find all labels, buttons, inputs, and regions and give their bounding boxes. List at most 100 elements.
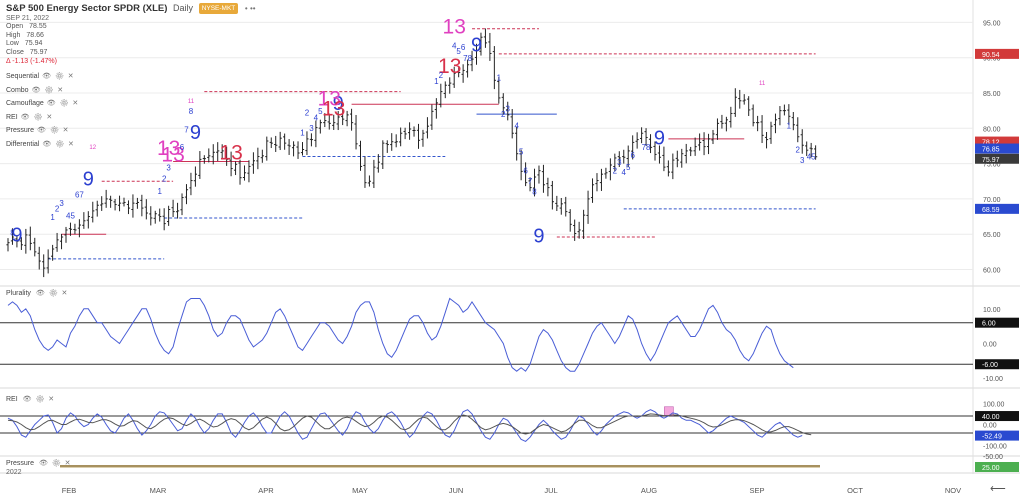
price-bar[interactable]: [73, 223, 77, 235]
price-bar[interactable]: [296, 141, 300, 159]
price-bar[interactable]: [778, 106, 782, 126]
price-bar[interactable]: [184, 184, 189, 205]
price-bar[interactable]: [747, 96, 751, 116]
price-bar[interactable]: [412, 126, 416, 137]
price-bar[interactable]: [662, 146, 666, 172]
price-bar[interactable]: [358, 140, 363, 171]
price-bar[interactable]: [492, 46, 496, 90]
price-bar[interactable]: [515, 126, 519, 161]
price-bar[interactable]: [104, 189, 108, 208]
indicator-item-rei[interactable]: REI 👁 ⚙ ✕: [6, 111, 79, 125]
price-bar[interactable]: [814, 145, 818, 160]
price-bar[interactable]: [640, 127, 644, 144]
price-bar[interactable]: [506, 101, 510, 121]
price-bar[interactable]: [724, 116, 728, 132]
indicator-controls-icon[interactable]: 👁 ⚙ ✕: [20, 113, 54, 121]
price-bar[interactable]: [265, 136, 269, 161]
price-bar[interactable]: [394, 134, 398, 148]
price-bar[interactable]: [109, 195, 113, 208]
price-bar[interactable]: [349, 108, 354, 131]
indicator-controls-icon[interactable]: 👁 ⚙ ✕: [37, 127, 70, 134]
price-bar[interactable]: [278, 131, 282, 151]
price-bar[interactable]: [399, 127, 403, 147]
price-bar[interactable]: [135, 197, 139, 209]
price-bar[interactable]: [314, 120, 318, 148]
price-bar[interactable]: [162, 208, 166, 231]
price-bar[interactable]: [760, 115, 764, 144]
price-bar[interactable]: [787, 104, 791, 125]
pressure-controls-icon[interactable]: 👁 ⚙ ✕: [38, 460, 72, 467]
price-bar[interactable]: [805, 141, 809, 157]
price-bar[interactable]: [738, 89, 742, 109]
price-bar[interactable]: [202, 155, 206, 164]
price-bar[interactable]: [407, 122, 412, 140]
price-bar[interactable]: [421, 129, 425, 147]
price-bar[interactable]: [323, 113, 327, 128]
rei-signal-line[interactable]: [7, 413, 812, 436]
price-bar[interactable]: [666, 160, 670, 177]
price-bar[interactable]: [595, 173, 599, 192]
price-bar[interactable]: [318, 119, 322, 134]
price-bar[interactable]: [233, 161, 238, 176]
price-bar[interactable]: [55, 232, 59, 252]
price-bar[interactable]: [10, 228, 15, 245]
price-bar[interactable]: [733, 88, 737, 117]
price-bar[interactable]: [345, 110, 349, 127]
price-bar[interactable]: [33, 237, 37, 257]
price-bar[interactable]: [622, 149, 626, 164]
price-bar[interactable]: [381, 140, 385, 170]
price-bar[interactable]: [363, 156, 367, 188]
rei-line[interactable]: [7, 409, 803, 442]
price-bar[interactable]: [144, 199, 148, 220]
price-bar[interactable]: [448, 77, 452, 94]
price-bar[interactable]: [189, 172, 193, 196]
price-bar[interactable]: [715, 118, 720, 140]
price-bar[interactable]: [452, 66, 456, 88]
price-bar[interactable]: [131, 194, 135, 218]
price-bar[interactable]: [773, 113, 778, 134]
price-bar[interactable]: [64, 226, 68, 243]
indicator-item-pressure[interactable]: Pressure 👁 ⚙ ✕: [6, 124, 79, 138]
price-bar[interactable]: [247, 160, 251, 183]
price-bar[interactable]: [274, 135, 278, 152]
price-bar[interactable]: [37, 246, 41, 270]
price-bar[interactable]: [644, 128, 648, 146]
price-bar[interactable]: [327, 113, 331, 130]
price-bar[interactable]: [711, 129, 715, 145]
indicator-controls-icon[interactable]: 👁 ⚙ ✕: [42, 73, 75, 80]
price-bar[interactable]: [675, 150, 679, 168]
price-bar[interactable]: [564, 196, 568, 217]
price-bar[interactable]: [653, 141, 657, 161]
price-bar[interactable]: [354, 114, 358, 150]
price-bar[interactable]: [260, 149, 264, 163]
price-bar[interactable]: [390, 133, 394, 151]
price-bar[interactable]: [367, 175, 372, 187]
price-bar[interactable]: [702, 132, 706, 156]
price-bar[interactable]: [698, 133, 702, 151]
price-bar[interactable]: [113, 199, 117, 211]
price-bar[interactable]: [626, 145, 630, 167]
price-bar[interactable]: [689, 146, 693, 157]
price-bar[interactable]: [559, 197, 563, 215]
indicator-controls-icon[interactable]: 👁 ⚙ ✕: [31, 86, 65, 94]
price-bar[interactable]: [126, 200, 131, 215]
price-bar[interactable]: [77, 219, 81, 238]
indicator-item-camouflage[interactable]: Camouflage 👁 ⚙ ✕: [6, 97, 79, 111]
price-bar[interactable]: [376, 154, 380, 173]
price-bar[interactable]: [229, 151, 233, 177]
pressure-pane[interactable]: -50.00 25.00: [60, 454, 1019, 472]
price-bar[interactable]: [28, 226, 32, 251]
price-bar[interactable]: [46, 249, 50, 274]
price-bar[interactable]: [86, 211, 90, 229]
price-bar[interactable]: [42, 254, 46, 278]
price-bar[interactable]: [291, 141, 296, 157]
price-bar[interactable]: [59, 233, 64, 250]
price-bar[interactable]: [599, 168, 604, 191]
price-bar[interactable]: [153, 210, 157, 224]
price-bar[interactable]: [635, 132, 639, 149]
price-bar[interactable]: [19, 237, 23, 250]
price-bar[interactable]: [573, 219, 577, 241]
price-bar[interactable]: [501, 93, 505, 115]
price-bar[interactable]: [283, 133, 287, 150]
price-bar[interactable]: [671, 153, 675, 180]
